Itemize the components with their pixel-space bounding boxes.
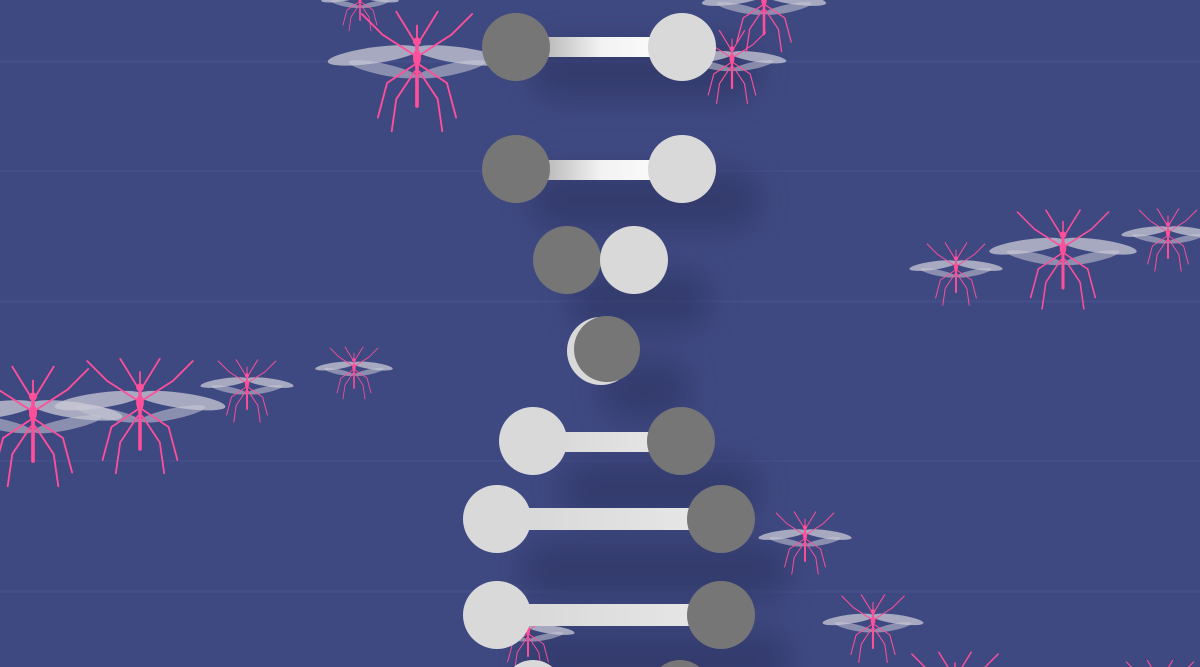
rung: [533, 432, 683, 452]
circle-icon: [687, 581, 755, 649]
circle-icon: [482, 13, 550, 81]
circle-icon: [687, 485, 755, 553]
circle-icon: [574, 316, 640, 382]
circle-icon: [499, 407, 567, 475]
base-pair: [482, 135, 716, 203]
base-pair: [499, 407, 715, 475]
base-pair: [463, 485, 755, 553]
rung: [515, 37, 685, 57]
base-pair: [513, 660, 700, 667]
circle-icon: [482, 135, 550, 203]
dna-helix: [463, 13, 755, 667]
circle-icon: [647, 407, 715, 475]
circle-icon: [660, 660, 700, 667]
circle-icon: [600, 226, 668, 294]
base-pair: [463, 581, 755, 649]
base-pair: [482, 13, 716, 81]
base-pair: [533, 226, 668, 294]
circle-icon: [648, 135, 716, 203]
circle-icon: [533, 226, 601, 294]
base-pair: [567, 316, 640, 385]
circle-icon: [463, 581, 531, 649]
rung: [497, 604, 722, 626]
circle-icon: [648, 13, 716, 81]
rung: [497, 508, 722, 530]
circle-icon: [513, 660, 553, 667]
circle-icon: [463, 485, 531, 553]
rung: [515, 160, 685, 180]
